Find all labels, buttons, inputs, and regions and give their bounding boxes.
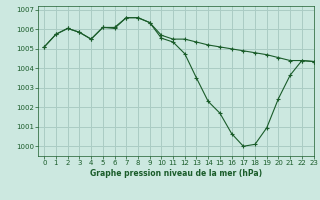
X-axis label: Graphe pression niveau de la mer (hPa): Graphe pression niveau de la mer (hPa) xyxy=(90,169,262,178)
